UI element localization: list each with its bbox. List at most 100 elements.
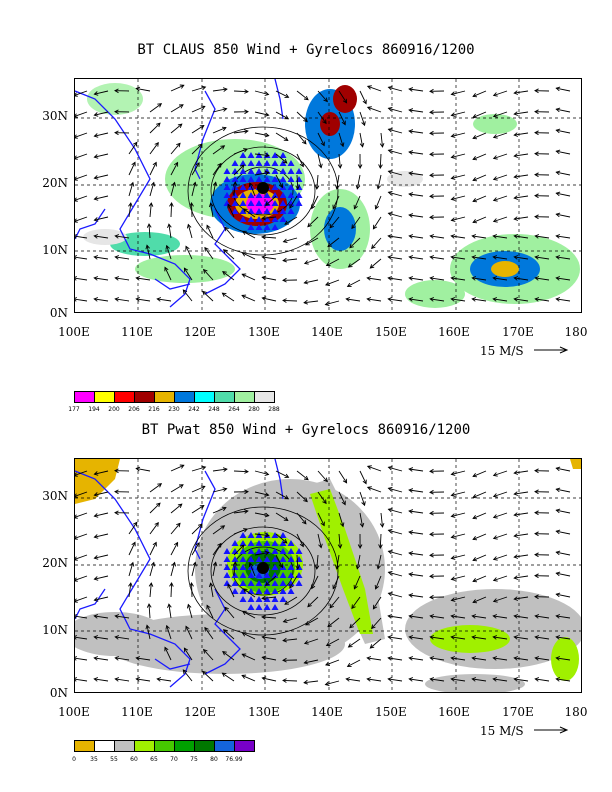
- wind-vector: [346, 298, 361, 302]
- gyreloc-marker: [231, 192, 239, 198]
- wind-vector-head: [429, 172, 434, 178]
- wind-vector: [451, 216, 466, 221]
- gyreloc-marker: [239, 572, 247, 578]
- wind-vector-head: [472, 494, 478, 499]
- gyreloc-marker: [247, 604, 255, 610]
- gyreloc-marker: [223, 184, 231, 190]
- wind-vector: [514, 111, 529, 115]
- wind-vector: [284, 216, 298, 225]
- wind-vector: [556, 657, 571, 661]
- wind-vector: [191, 505, 205, 514]
- wind-vector-head: [450, 555, 456, 560]
- wind-vector-head: [222, 629, 228, 634]
- wind-vector: [75, 153, 88, 159]
- map1-colorbar-swatch: [74, 391, 95, 403]
- wind-vector: [379, 533, 382, 549]
- wind-vector: [556, 192, 571, 197]
- wind-vector-head: [208, 202, 214, 208]
- wind-vector: [409, 657, 424, 661]
- wind-vector: [317, 153, 322, 168]
- wind-vector-head: [513, 90, 519, 95]
- wind-vector-head: [472, 599, 478, 604]
- wind-vector: [283, 258, 298, 262]
- gyreloc-marker: [279, 160, 287, 166]
- gyreloc-marker: [279, 572, 287, 578]
- map2-colorbar-swatch: [194, 740, 215, 752]
- wind-vector: [206, 225, 214, 239]
- gyreloc-marker: [263, 176, 271, 182]
- wind-vector: [75, 298, 88, 302]
- wind-vector: [249, 562, 256, 577]
- wind-vector-head: [332, 584, 337, 590]
- wind-vector-head: [408, 255, 414, 260]
- wind-vector: [136, 657, 151, 661]
- wind-vector: [254, 552, 269, 556]
- wind-vector: [148, 603, 151, 619]
- wind-vector-head: [387, 570, 393, 576]
- wind-vector-head: [450, 635, 456, 640]
- wind-vector-head: [133, 521, 138, 527]
- wind-vector-head: [177, 503, 183, 508]
- wind-vector-head: [492, 514, 498, 519]
- map1-panel: [74, 78, 582, 313]
- wind-vector-head: [182, 669, 188, 675]
- wind-vector-head: [282, 257, 287, 263]
- wind-vector: [556, 551, 571, 556]
- wind-vector-head: [341, 500, 346, 506]
- wind-vector: [283, 638, 298, 642]
- wind-vector-head: [171, 181, 177, 187]
- wind-vector: [388, 149, 403, 155]
- wind-vector: [451, 554, 466, 559]
- wind-vector-head: [353, 584, 358, 590]
- wind-vector-head: [555, 592, 561, 598]
- wind-vector: [430, 256, 445, 260]
- wind-vector-head: [429, 130, 434, 136]
- wind-vector-head: [513, 533, 519, 538]
- gyreloc-marker: [287, 176, 295, 182]
- gyreloc-marker: [255, 192, 263, 198]
- wind-vector: [115, 636, 130, 640]
- wind-vector-head: [429, 573, 434, 579]
- wind-vector: [338, 512, 344, 527]
- wind-vector-head: [472, 557, 478, 562]
- wind-vector-head: [347, 643, 353, 648]
- wind-vector-head: [93, 597, 99, 602]
- gyreloc-marker: [255, 160, 263, 166]
- wind-vector-head: [492, 577, 498, 582]
- wind-vector: [136, 298, 151, 302]
- wind-vector: [451, 512, 466, 517]
- gyreloc-marker: [247, 540, 255, 546]
- wind-vector-head: [349, 243, 354, 249]
- wind-vector: [94, 235, 109, 239]
- gyreloc-marker: [231, 580, 239, 586]
- gyreloc-marker: [279, 152, 287, 158]
- wind-vector: [275, 470, 289, 478]
- wind-vector: [223, 629, 235, 640]
- wind-vector-head: [351, 224, 356, 230]
- wind-vector: [351, 596, 361, 609]
- map1-colorbar-swatch: [134, 391, 155, 403]
- gyreloc-marker: [287, 160, 295, 166]
- wind-vector: [472, 596, 487, 603]
- wind-vector: [75, 657, 88, 661]
- map1-colorbar-label: 264: [228, 406, 240, 413]
- wind-vector: [451, 174, 466, 179]
- wind-vector-head: [302, 139, 307, 145]
- map2-colorbar-label: 65: [150, 756, 158, 763]
- wind-vector: [149, 103, 162, 113]
- wind-vector: [191, 143, 203, 155]
- wind-vector: [409, 277, 424, 281]
- gyreloc-marker: [287, 184, 295, 190]
- wind-vector: [170, 162, 178, 176]
- gyreloc-marker: [255, 532, 263, 538]
- wind-vector: [347, 279, 361, 287]
- gyreloc-marker: [239, 208, 247, 214]
- wind-vector: [451, 256, 466, 260]
- gyreloc-marker: [279, 216, 287, 222]
- gyreloc-marker: [255, 540, 263, 546]
- wind-vector: [472, 111, 487, 118]
- wind-vector: [233, 528, 248, 535]
- wind-vector: [275, 174, 283, 188]
- wind-vector-head: [387, 549, 393, 555]
- wind-vector-head: [93, 133, 99, 138]
